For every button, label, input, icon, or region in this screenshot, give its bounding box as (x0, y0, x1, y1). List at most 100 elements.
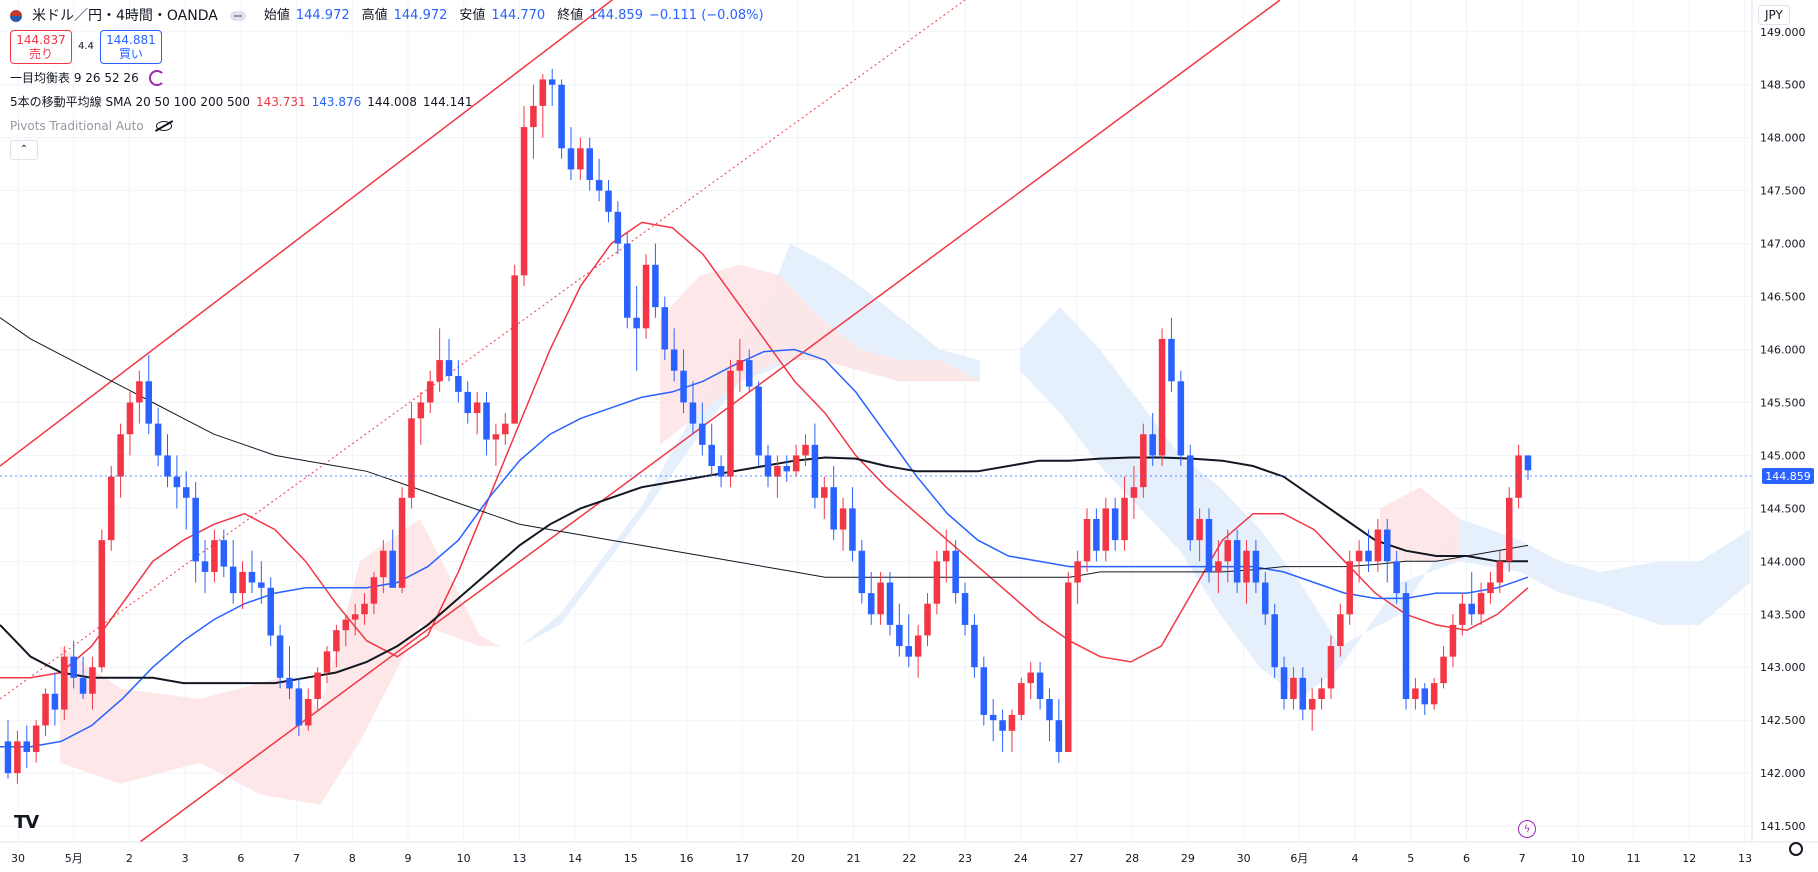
candle-body (455, 375, 462, 392)
candle (849, 487, 856, 562)
candle (717, 455, 725, 488)
collapse-legend-button[interactable]: ⌃ (10, 140, 38, 160)
symbol-title[interactable]: 米ドル／円・4時間・OANDA (32, 8, 218, 24)
candle-body (1487, 582, 1494, 594)
candle-body (830, 487, 837, 530)
price-tick-label: 143.500 (1760, 608, 1806, 621)
candle (42, 688, 49, 737)
current-price-tag: 144.859 (1762, 468, 1814, 484)
candle (323, 646, 331, 684)
candle (548, 68, 556, 106)
candle-body (229, 566, 237, 594)
price-tick-label: 147.500 (1760, 185, 1806, 198)
candle-body (614, 211, 622, 244)
candle-body (342, 619, 350, 631)
candle-body (1102, 508, 1110, 551)
candle-body (323, 651, 331, 673)
candle-body (1468, 603, 1475, 615)
candle (1055, 699, 1063, 763)
price-tick-label: 146.000 (1760, 344, 1806, 357)
candle (1290, 667, 1297, 710)
candle-body (154, 423, 162, 456)
change-value: −0.111 (−0.08%) (648, 8, 764, 23)
candle-body (267, 587, 274, 636)
candle (192, 481, 199, 583)
ichimoku-cloud-area (60, 518, 500, 805)
candle (333, 624, 340, 668)
candle (79, 656, 87, 700)
candle-body (1252, 550, 1260, 583)
candle-body (971, 624, 978, 668)
candle-body (642, 264, 650, 329)
candle (633, 285, 640, 371)
candle-body (1327, 646, 1335, 689)
candle-body (1168, 338, 1175, 382)
lightning-icon[interactable]: ϟ (1518, 820, 1536, 838)
moving-averages (0, 221, 1529, 748)
candle-body (745, 360, 753, 387)
candle (595, 158, 603, 202)
candle-body (464, 391, 472, 414)
candle-body (1093, 518, 1100, 551)
candle-body (511, 275, 518, 424)
time-tick-label: 22 (902, 852, 916, 865)
time-tick-label: 4 (1352, 852, 1359, 865)
candle (1459, 593, 1466, 636)
candle (933, 550, 941, 615)
candle-body (398, 497, 406, 588)
candle (1374, 518, 1382, 572)
gear-icon[interactable] (1789, 842, 1803, 856)
indicator-ichimoku[interactable]: 一目均衡表 9 26 52 26 (10, 68, 764, 88)
collapse-icon[interactable] (229, 11, 246, 21)
currency-selector[interactable]: JPY (1758, 5, 1790, 25)
candle-body (1027, 672, 1034, 684)
candle (1121, 476, 1128, 551)
candle-body (248, 571, 256, 583)
candle-body (1383, 529, 1391, 562)
candle (126, 391, 134, 456)
candle (107, 466, 115, 551)
candle-body (192, 497, 199, 562)
price-tick-label: 148.500 (1760, 79, 1806, 92)
sell-button[interactable]: 144.837 売り (10, 30, 72, 64)
candle (304, 688, 312, 731)
price-tick-label: 146.500 (1760, 291, 1806, 304)
candle (736, 338, 744, 392)
candle (1186, 444, 1194, 551)
candle (530, 84, 537, 159)
candle (32, 720, 40, 763)
time-tick-label: 11 (1627, 852, 1641, 865)
candle-body (89, 667, 96, 694)
candle-body (1374, 529, 1382, 562)
buy-button[interactable]: 144.881 買い (99, 30, 162, 64)
candle-body (276, 635, 284, 678)
candle-body (1271, 614, 1278, 668)
candle (1102, 497, 1110, 562)
candle-body (727, 370, 734, 477)
candle (689, 381, 697, 435)
candle (445, 338, 453, 382)
candle-body (736, 360, 744, 371)
trade-buttons: 144.837 売り 4.4 144.881 買い (10, 30, 764, 64)
candle-body (492, 434, 500, 440)
candle-body (755, 386, 762, 456)
candle-body (980, 667, 988, 715)
tradingview-logo[interactable]: TV (14, 812, 39, 833)
candle-body (652, 264, 659, 308)
candle-body (1055, 720, 1063, 752)
candle (558, 79, 565, 159)
candle (952, 540, 959, 604)
hidden-eye-icon[interactable] (155, 121, 172, 131)
candle (389, 529, 396, 588)
indicator-sma[interactable]: 5本の移動平均線 SMA 20 50 100 200 500 143.731 1… (10, 92, 764, 112)
candle-body (1393, 561, 1400, 594)
time-tick-label: 5月 (65, 852, 83, 865)
candle-body (370, 577, 378, 604)
candle (745, 349, 753, 392)
candle (229, 540, 237, 604)
candle (1505, 487, 1513, 572)
candle (1402, 582, 1410, 710)
indicator-pivots[interactable]: Pivots Traditional Auto (10, 116, 764, 136)
candle-body (42, 693, 49, 726)
